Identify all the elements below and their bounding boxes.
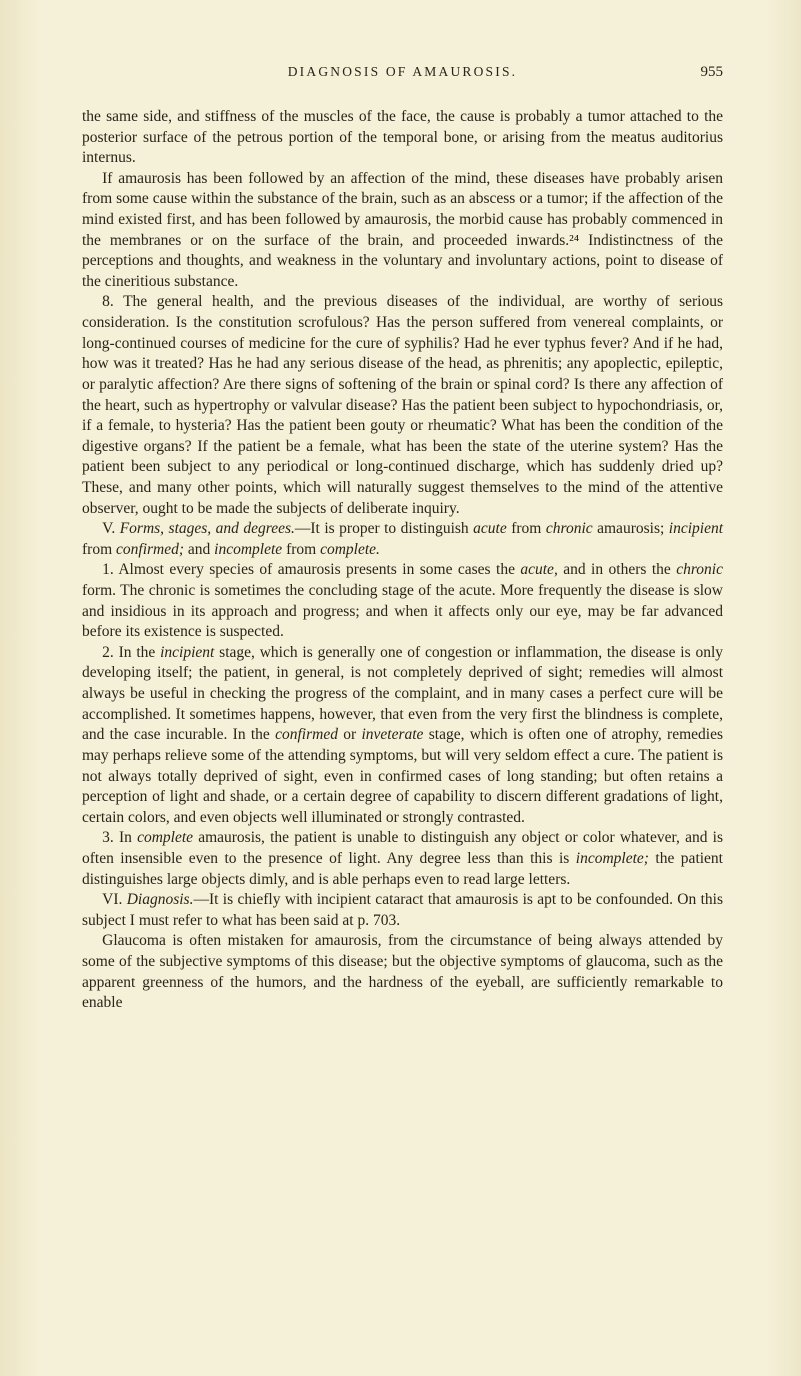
paragraph-8: VI. Diagnosis.—It is chiefly with incipi… (82, 890, 723, 931)
paragraph-2: If amaurosis has been followed by an aff… (82, 169, 723, 293)
p4-mid4: from (82, 541, 116, 558)
p4-italic-chronic: chronic (546, 520, 593, 537)
p4-mid2: from (507, 520, 546, 537)
paragraph-6: 2. In the incipient stage, which is gene… (82, 643, 723, 828)
p4-mid1: —It is proper to distinguish (295, 520, 473, 537)
p4-italic-incomplete: incomplete (214, 541, 282, 558)
p4-italic-incipient: incipient (669, 520, 723, 537)
header-title: DIAGNOSIS OF AMAUROSIS. (132, 64, 673, 80)
page: DIAGNOSIS OF AMAUROSIS. 955 the same sid… (0, 0, 801, 1074)
p5-italic-acute: acute, (520, 561, 557, 578)
p6-italic-incipient: incipient (160, 644, 214, 661)
p5-a: 1. Almost every species of amaurosis pre… (102, 561, 520, 578)
p5-italic-chronic: chronic (676, 561, 723, 578)
p6-a: 2. In the (102, 644, 160, 661)
p8-a: VI. (102, 891, 127, 908)
p5-c: form. The chronic is sometimes the concl… (82, 582, 723, 640)
paragraph-7: 3. In complete amaurosis, the patient is… (82, 828, 723, 890)
paragraph-1: the same side, and stiffness of the musc… (82, 107, 723, 169)
p4-mid6: from (282, 541, 320, 558)
paragraph-4: V. Forms, stages, and degrees.—It is pro… (82, 519, 723, 560)
p4-italic-confirmed: confirmed; (116, 541, 184, 558)
p7-a: 3. In (102, 829, 137, 846)
p6-italic-inveterate: inveterate (361, 726, 423, 743)
page-number: 955 (673, 64, 723, 81)
p4-lead: V. (102, 520, 120, 537)
running-header: DIAGNOSIS OF AMAUROSIS. 955 (82, 64, 723, 81)
p7-italic-complete: complete (137, 829, 193, 846)
p6-italic-confirmed: confirmed (275, 726, 338, 743)
p4-italic-acute: acute (473, 520, 507, 537)
p4-mid3: amaurosis; (593, 520, 669, 537)
p4-mid5: and (184, 541, 214, 558)
paragraph-9: Glaucoma is often mistaken for amaurosis… (82, 931, 723, 1013)
paragraph-5: 1. Almost every species of amaurosis pre… (82, 560, 723, 642)
paragraph-3: 8. The general health, and the previous … (82, 292, 723, 519)
p7-italic-incomplete: incomplete; (576, 850, 649, 867)
p5-b: and in others the (558, 561, 676, 578)
p8-italic-diagnosis: Diagnosis. (127, 891, 194, 908)
p4-italic-forms: Forms, stages, and degrees. (120, 520, 295, 537)
body-text: the same side, and stiffness of the musc… (82, 107, 723, 1014)
p6-c: or (338, 726, 362, 743)
p4-italic-complete: complete. (320, 541, 380, 558)
